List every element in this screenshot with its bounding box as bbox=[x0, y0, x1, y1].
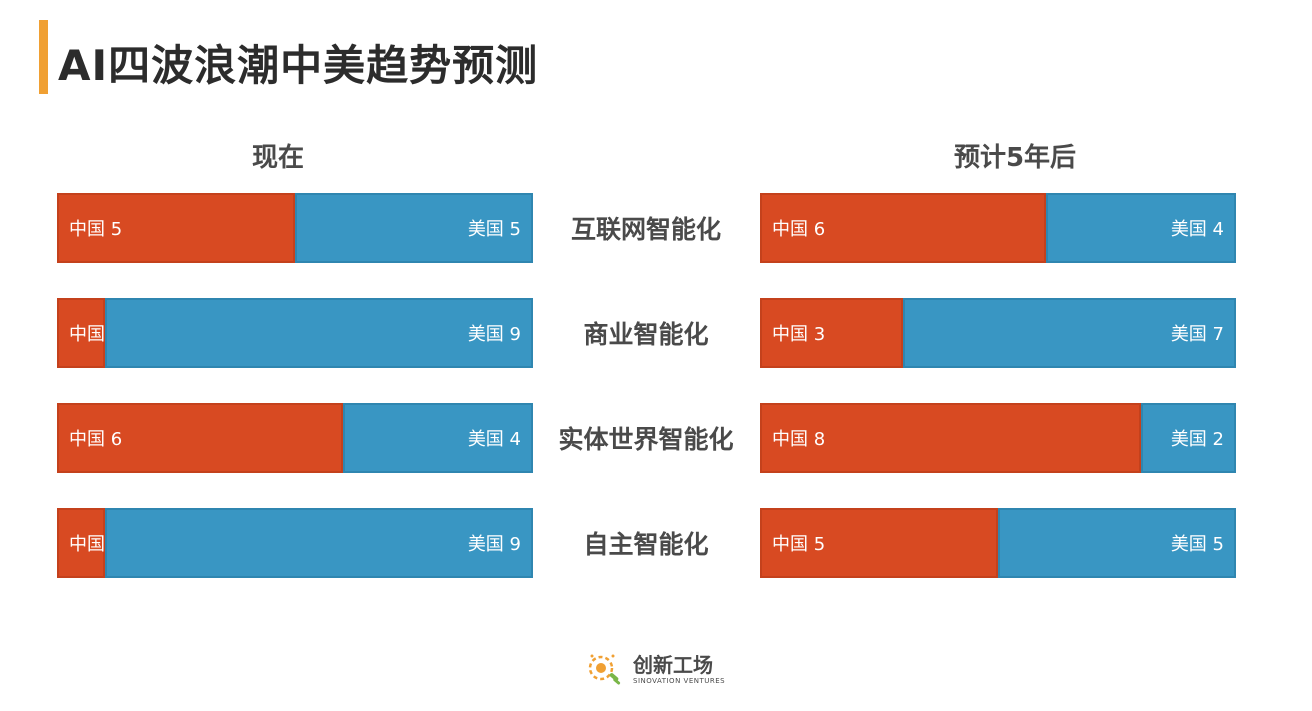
stacked-bar: 中国 1 美国 9 bbox=[57, 508, 533, 578]
data-label-china: 中国 3 bbox=[772, 324, 826, 345]
stacked-bar: 中国 3 美国 7 bbox=[760, 298, 1236, 368]
bar-segment-china: 中国 3 bbox=[760, 298, 903, 368]
stacked-bar: 中国 5 美国 5 bbox=[57, 193, 533, 263]
title-accent-bar bbox=[39, 20, 48, 94]
logo-name-en: SINOVATION VENTURES bbox=[633, 677, 726, 685]
bar-segment-china: 中国 1 bbox=[57, 508, 122, 578]
stacked-bar: 中国 1 美国 9 bbox=[57, 298, 533, 368]
data-label-usa: 美国 5 bbox=[1170, 534, 1224, 555]
data-label-usa: 美国 4 bbox=[1170, 219, 1224, 240]
chart-title-future: 预计5年后 bbox=[953, 143, 1077, 173]
data-label-china: 中国 6 bbox=[772, 219, 826, 240]
bar-segment-china: 中国 1 bbox=[57, 298, 122, 368]
category-label: 自主智能化 bbox=[583, 530, 709, 559]
data-label-usa: 美国 9 bbox=[467, 324, 521, 345]
data-label-china: 中国 8 bbox=[772, 429, 826, 450]
bar-segment-china: 中国 8 bbox=[760, 403, 1141, 473]
stacked-bar: 中国 8 美国 2 bbox=[760, 403, 1236, 473]
data-label-china: 中国 6 bbox=[69, 429, 123, 450]
data-label-china: 中国 5 bbox=[69, 219, 123, 240]
bar-segment-usa: 美国 4 bbox=[1046, 193, 1236, 263]
bar-segment-usa: 美国 9 bbox=[105, 298, 533, 368]
category-label: 实体世界智能化 bbox=[558, 425, 734, 454]
logo-name-cn: 创新工场 bbox=[633, 653, 713, 677]
bar-segment-usa: 美国 5 bbox=[295, 193, 533, 263]
chart-title-now: 现在 bbox=[251, 143, 305, 173]
category-label: 互联网智能化 bbox=[570, 215, 722, 244]
data-label-usa: 美国 2 bbox=[1170, 429, 1224, 450]
bar-segment-usa: 美国 4 bbox=[343, 403, 533, 473]
data-label-china: 中国 5 bbox=[772, 534, 826, 555]
bar-segment-usa: 美国 7 bbox=[903, 298, 1236, 368]
stacked-bar: 中国 5 美国 5 bbox=[760, 508, 1236, 578]
bar-segment-china: 中国 6 bbox=[57, 403, 343, 473]
data-label-usa: 美国 5 bbox=[467, 219, 521, 240]
lightbulb-logo-icon bbox=[588, 654, 621, 685]
data-label-usa: 美国 7 bbox=[1170, 324, 1224, 345]
logo: 创新工场 SINOVATION VENTURES bbox=[583, 648, 725, 692]
bar-segment-china: 中国 5 bbox=[760, 508, 998, 578]
bar-segment-usa: 美国 2 bbox=[1141, 403, 1236, 473]
page-title: AI四波浪潮中美趋势预测 bbox=[58, 41, 539, 90]
stacked-bar: 中国 6 美国 4 bbox=[57, 403, 533, 473]
data-label-usa: 美国 9 bbox=[467, 534, 521, 555]
data-label-usa: 美国 4 bbox=[467, 429, 521, 450]
category-label: 商业智能化 bbox=[583, 320, 709, 349]
bar-segment-china: 中国 5 bbox=[57, 193, 295, 263]
bar-segment-usa: 美国 9 bbox=[105, 508, 533, 578]
bar-segment-usa: 美国 5 bbox=[998, 508, 1236, 578]
stacked-bar: 中国 6 美国 4 bbox=[760, 193, 1236, 263]
bar-segment-china: 中国 6 bbox=[760, 193, 1046, 263]
